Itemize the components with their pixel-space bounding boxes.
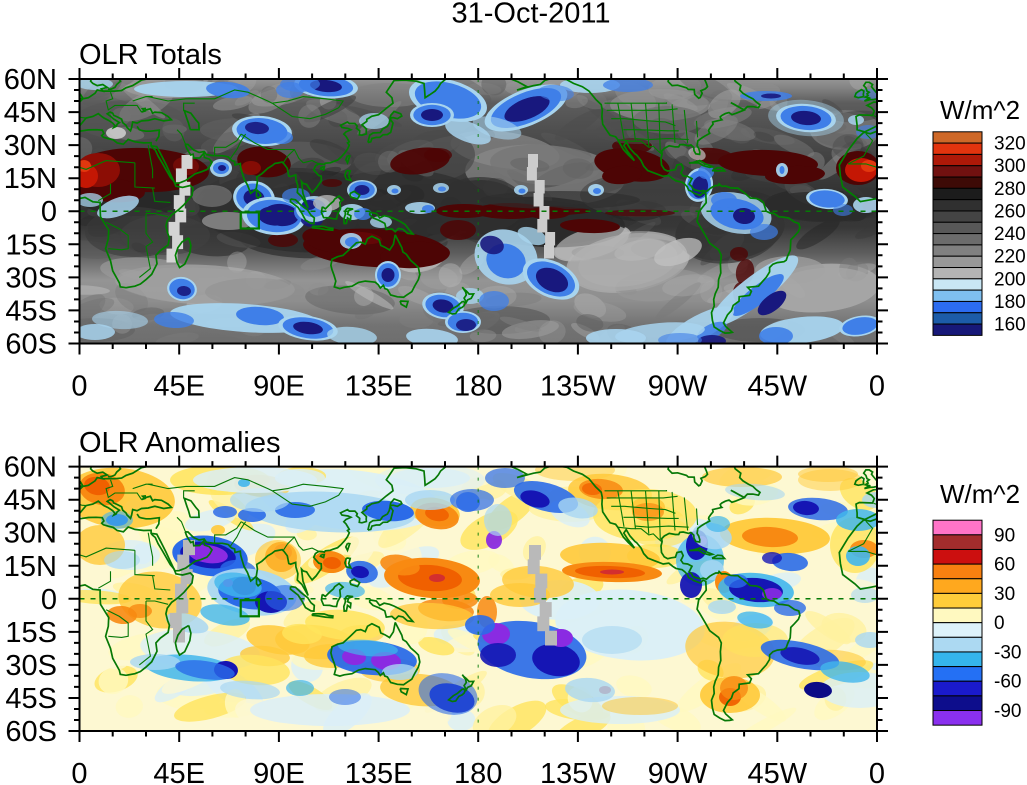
svg-text:90E: 90E [253, 758, 305, 785]
svg-text:60S: 60S [5, 329, 57, 361]
svg-text:0: 0 [41, 584, 57, 616]
svg-text:135E: 135E [345, 758, 413, 785]
svg-text:OLR Totals: OLR Totals [79, 39, 222, 71]
svg-text:135W: 135W [540, 371, 616, 403]
svg-text:30: 30 [994, 584, 1015, 605]
svg-text:W/m^2: W/m^2 [940, 95, 1020, 125]
svg-text:45N: 45N [4, 485, 57, 517]
svg-text:180: 180 [994, 292, 1026, 313]
svg-text:45W: 45W [747, 371, 807, 403]
svg-text:45S: 45S [5, 295, 57, 327]
svg-text:60S: 60S [5, 716, 57, 748]
svg-text:200: 200 [994, 269, 1026, 290]
svg-text:15N: 15N [4, 551, 57, 583]
svg-text:90: 90 [994, 525, 1015, 546]
svg-text:0: 0 [71, 371, 87, 403]
svg-text:60: 60 [994, 555, 1015, 576]
svg-text:300: 300 [994, 156, 1026, 177]
svg-text:-90: -90 [994, 701, 1021, 722]
svg-text:240: 240 [994, 224, 1026, 245]
svg-text:45N: 45N [4, 97, 57, 129]
svg-text:0: 0 [869, 758, 885, 785]
svg-text:180: 180 [454, 371, 502, 403]
svg-text:220: 220 [994, 247, 1026, 268]
svg-text:0: 0 [71, 758, 87, 785]
svg-text:135E: 135E [345, 371, 413, 403]
svg-text:15N: 15N [4, 163, 57, 195]
svg-text:45E: 45E [153, 371, 205, 403]
svg-text:60N: 60N [4, 64, 57, 96]
svg-text:OLR Anomalies: OLR Anomalies [79, 427, 281, 459]
svg-text:-30: -30 [994, 643, 1021, 664]
svg-text:180: 180 [454, 758, 502, 785]
svg-text:0: 0 [994, 613, 1005, 634]
svg-text:15S: 15S [5, 617, 57, 649]
svg-text:90W: 90W [648, 371, 708, 403]
svg-text:320: 320 [994, 134, 1026, 155]
svg-text:260: 260 [994, 202, 1026, 223]
svg-text:280: 280 [994, 179, 1026, 200]
svg-text:W/m^2: W/m^2 [940, 479, 1020, 509]
svg-text:60N: 60N [4, 452, 57, 484]
svg-text:30S: 30S [5, 650, 57, 682]
svg-text:90E: 90E [253, 371, 305, 403]
svg-text:160: 160 [994, 315, 1026, 336]
svg-text:-60: -60 [994, 672, 1021, 693]
svg-text:15S: 15S [5, 229, 57, 261]
svg-text:30S: 30S [5, 262, 57, 294]
svg-text:45E: 45E [153, 758, 205, 785]
svg-text:135W: 135W [540, 758, 616, 785]
svg-text:0: 0 [41, 196, 57, 228]
svg-text:45S: 45S [5, 683, 57, 715]
svg-text:0: 0 [869, 371, 885, 403]
svg-text:90W: 90W [648, 758, 708, 785]
svg-text:45W: 45W [747, 758, 807, 785]
svg-text:30N: 30N [4, 518, 57, 550]
svg-text:31-Oct-2011: 31-Oct-2011 [451, 0, 610, 30]
svg-text:30N: 30N [4, 130, 57, 162]
